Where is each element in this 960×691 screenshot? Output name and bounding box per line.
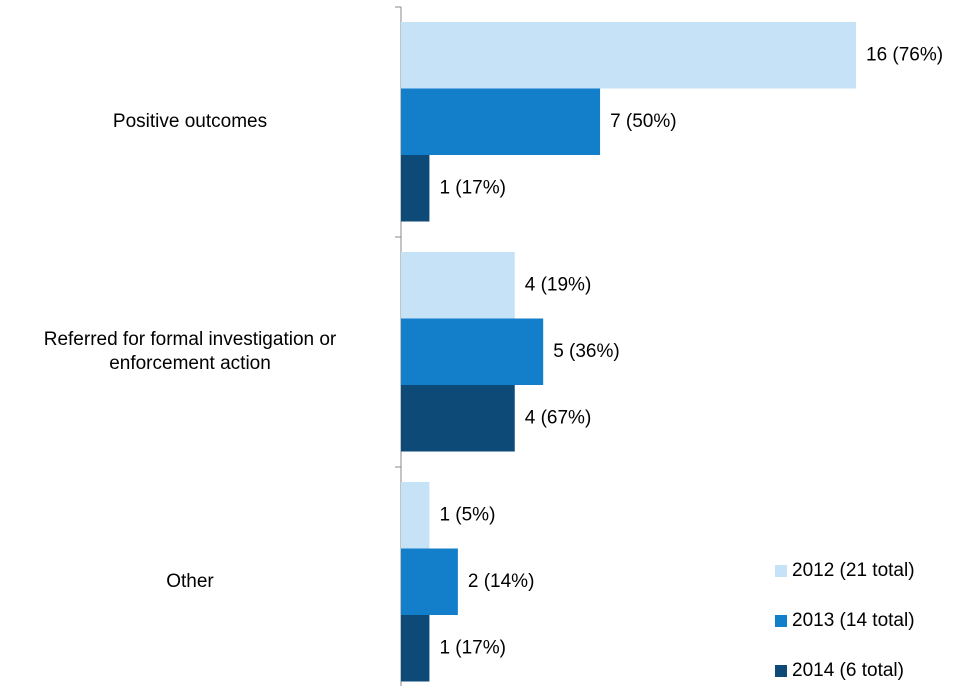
bar (401, 88, 601, 155)
bar (401, 252, 515, 319)
legend-label: 2013 (14 total) (792, 610, 915, 631)
category-label: Referred for formal investigation or enf… (43, 329, 337, 374)
bar (401, 615, 430, 682)
legend-label: 2014 (6 total) (792, 660, 904, 681)
value-label: 2 (14%) (468, 571, 535, 592)
bar (401, 155, 430, 222)
value-label: 4 (19%) (525, 274, 592, 295)
value-label: 7 (50%) (610, 111, 677, 132)
value-label: 1 (17%) (439, 637, 506, 658)
value-label: 1 (5%) (439, 504, 495, 525)
category-label: Other (166, 571, 214, 592)
value-label: 16 (76%) (866, 44, 943, 65)
value-label: 1 (17%) (439, 177, 506, 198)
bar (401, 22, 856, 89)
legend-swatch (775, 665, 787, 677)
bar (401, 385, 515, 452)
legend-label: 2012 (21 total) (792, 560, 915, 581)
bar (401, 482, 430, 549)
value-label: 5 (36%) (553, 341, 620, 362)
value-label: 4 (67%) (525, 407, 592, 428)
category-label: Positive outcomes (112, 111, 268, 132)
legend-swatch (775, 565, 787, 577)
legend-swatch (775, 615, 787, 627)
bar (401, 548, 458, 615)
bar (401, 318, 544, 385)
